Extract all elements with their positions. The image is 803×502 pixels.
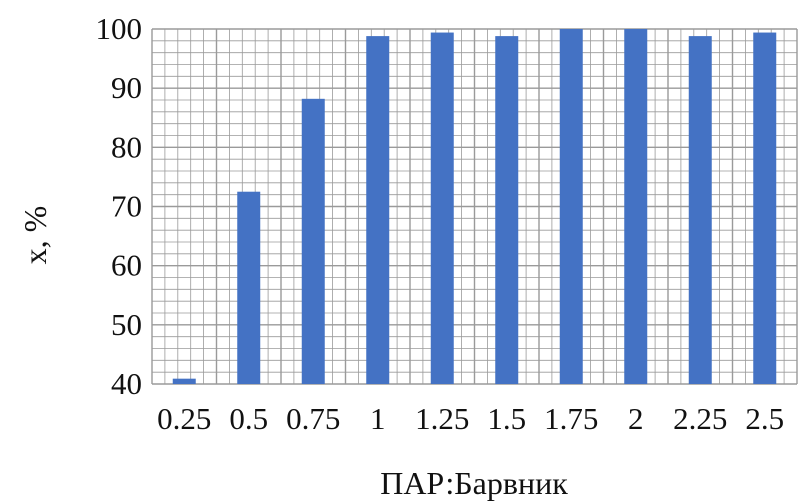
bar <box>688 36 712 384</box>
y-tick-label: 70 <box>111 189 142 224</box>
bar <box>559 29 583 384</box>
y-tick-label: 40 <box>111 366 142 401</box>
bars <box>172 29 777 385</box>
bar <box>172 378 196 384</box>
x-tick-label: 2.5 <box>745 401 784 436</box>
bar <box>301 98 325 385</box>
x-tick-label: 0.5 <box>229 401 268 436</box>
x-tick-label: 1.75 <box>544 401 598 436</box>
y-tick-label: 60 <box>111 248 142 283</box>
y-tick-labels: 40 50 60 70 80 90 100 <box>96 11 143 401</box>
x-tick-label: 0.25 <box>157 401 211 436</box>
y-tick-label: 90 <box>111 70 142 105</box>
bar <box>366 36 390 384</box>
bar <box>237 191 261 384</box>
y-tick-label: 50 <box>111 307 142 342</box>
bar <box>495 36 519 384</box>
x-tick-label: 2.25 <box>673 401 727 436</box>
x-tick-label: 1.25 <box>415 401 469 436</box>
x-tick-labels: 0.25 0.5 0.75 1 1.25 1.5 1.75 2 2.25 2.5 <box>157 401 784 436</box>
bar <box>753 32 777 385</box>
y-axis-title: х, % <box>17 206 53 265</box>
bar <box>430 32 454 385</box>
x-tick-label: 1 <box>370 401 386 436</box>
bar <box>624 29 648 384</box>
y-tick-label: 100 <box>96 11 143 46</box>
x-tick-label: 1.5 <box>487 401 526 436</box>
x-axis-title: ПАР:Барвник <box>380 465 568 501</box>
x-tick-label: 2 <box>628 401 644 436</box>
y-tick-label: 80 <box>111 129 142 164</box>
x-tick-label: 0.75 <box>286 401 340 436</box>
